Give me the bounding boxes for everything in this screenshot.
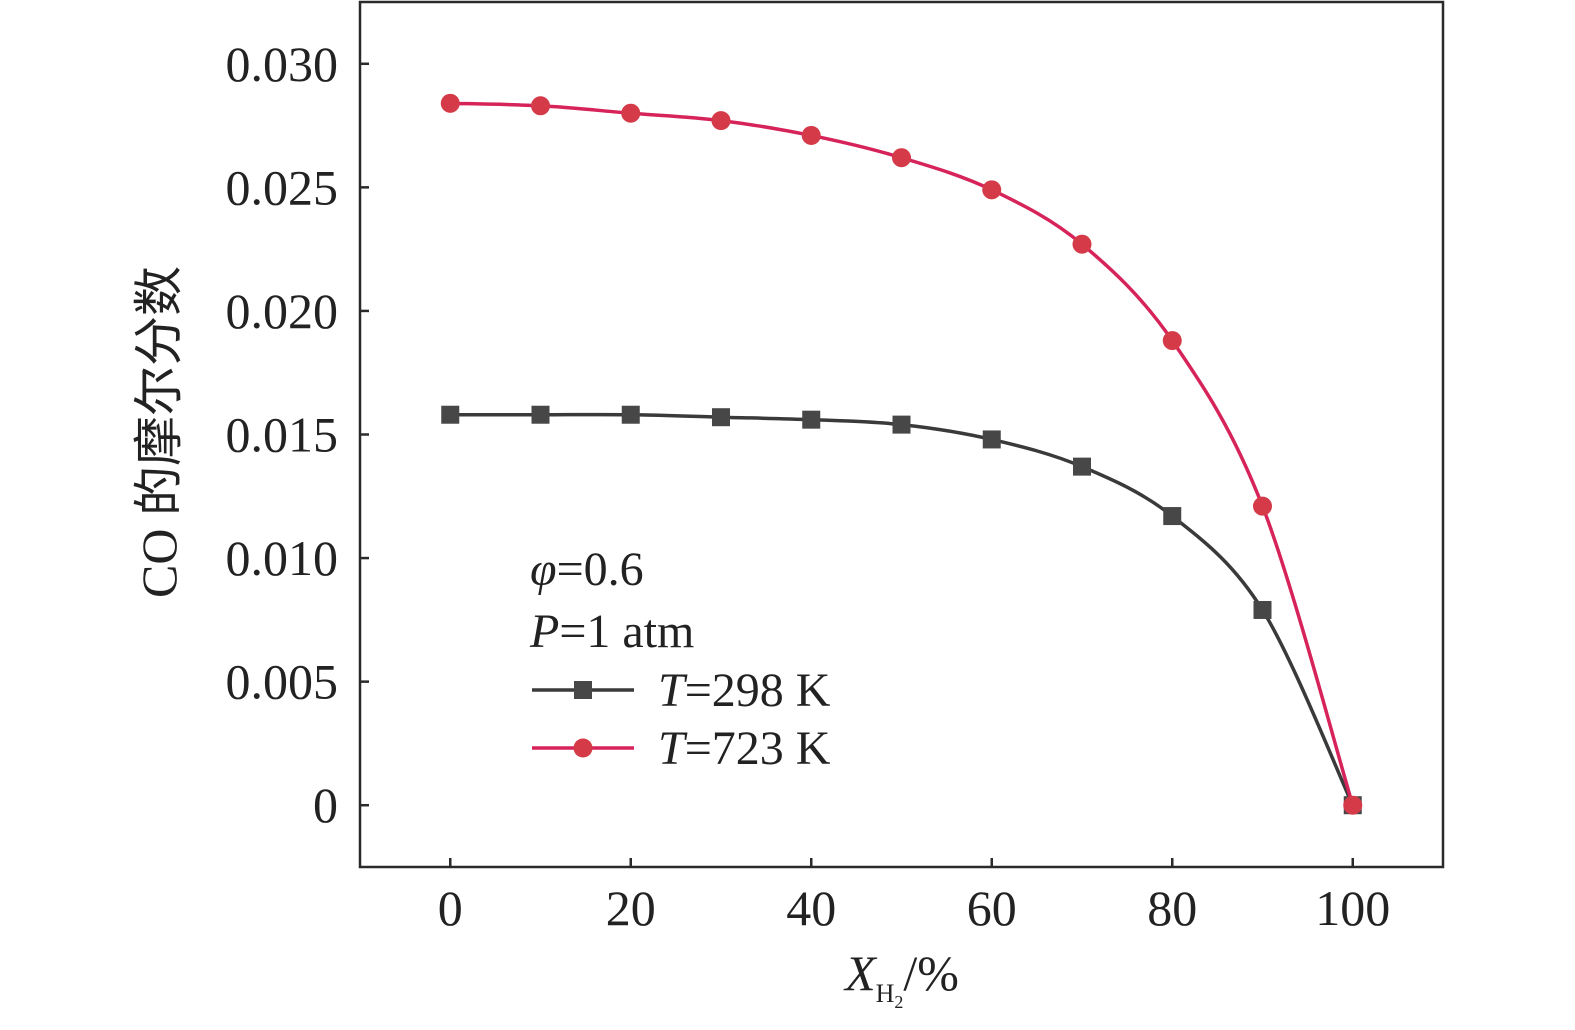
legend-item: T=298 K — [532, 664, 831, 717]
x-tick-label: 80 — [1147, 880, 1197, 936]
data-point — [982, 180, 1002, 200]
x-axis-title: XH2/% — [843, 945, 959, 1012]
data-point — [1253, 496, 1272, 516]
series-2 — [440, 93, 1363, 815]
data-point — [1072, 234, 1092, 254]
data-point — [892, 415, 911, 434]
plot-frame — [358, 0, 1445, 869]
data-point — [531, 405, 550, 424]
y-tick-label: 0.010 — [226, 530, 339, 586]
y-tick-label: 0.005 — [226, 654, 339, 710]
data-point — [440, 93, 460, 113]
x-axis-title-subsub: 2 — [894, 992, 903, 1012]
data-point — [892, 148, 911, 168]
series-line — [450, 412, 1355, 806]
data-point — [1162, 331, 1182, 351]
x-tick-label: 100 — [1315, 880, 1390, 936]
data-point — [712, 408, 730, 427]
legend-marker — [573, 738, 593, 758]
x-tick-label: 20 — [606, 880, 656, 936]
y-tick-label: 0.030 — [226, 36, 339, 92]
y-tick-label: 0.020 — [226, 283, 339, 339]
x-axis-title-sub: H — [876, 979, 895, 1008]
data-point — [1343, 795, 1363, 815]
legend-item: T=723 K — [532, 722, 831, 775]
series-line — [450, 101, 1355, 806]
series-layer — [440, 93, 1363, 815]
data-point — [801, 125, 821, 145]
x-axis-title-rest: /% — [903, 945, 959, 1001]
x-tick-label: 0 — [438, 880, 463, 936]
y-axis: 0 0.005 0.010 0.015 0.020 0.025 0.030 — [226, 36, 369, 833]
y-tick-label: 0.025 — [226, 159, 339, 215]
data-point — [621, 103, 641, 123]
data-point — [1073, 457, 1091, 476]
data-point — [531, 96, 550, 116]
legend-label: T=298 K — [658, 664, 831, 717]
y-tick-label: 0 — [313, 777, 338, 833]
x-axis-title-main: X — [843, 945, 878, 1001]
data-point — [1253, 600, 1272, 619]
data-point — [621, 405, 640, 424]
x-axis: 0 20 40 60 80 100 — [438, 858, 1390, 936]
x-tick-label: 60 — [967, 880, 1017, 936]
annotation-layer: φ=0.6 P=1 atm — [529, 543, 694, 658]
y-axis-title: CO 的摩尔分数 — [131, 266, 187, 598]
data-point — [711, 111, 731, 131]
y-tick-label: 0.015 — [226, 407, 339, 463]
condition-label: P=1 atm — [529, 605, 694, 658]
series-1 — [441, 405, 1362, 815]
data-point — [1163, 507, 1182, 526]
legend-label: T=723 K — [658, 722, 831, 775]
data-point — [982, 430, 1001, 449]
x-tick-label: 40 — [786, 880, 836, 936]
condition-label: φ=0.6 — [530, 543, 644, 596]
legend: T=298 KT=723 K — [532, 664, 831, 775]
data-point — [441, 405, 460, 424]
legend-marker — [574, 681, 592, 699]
data-point — [802, 410, 821, 429]
